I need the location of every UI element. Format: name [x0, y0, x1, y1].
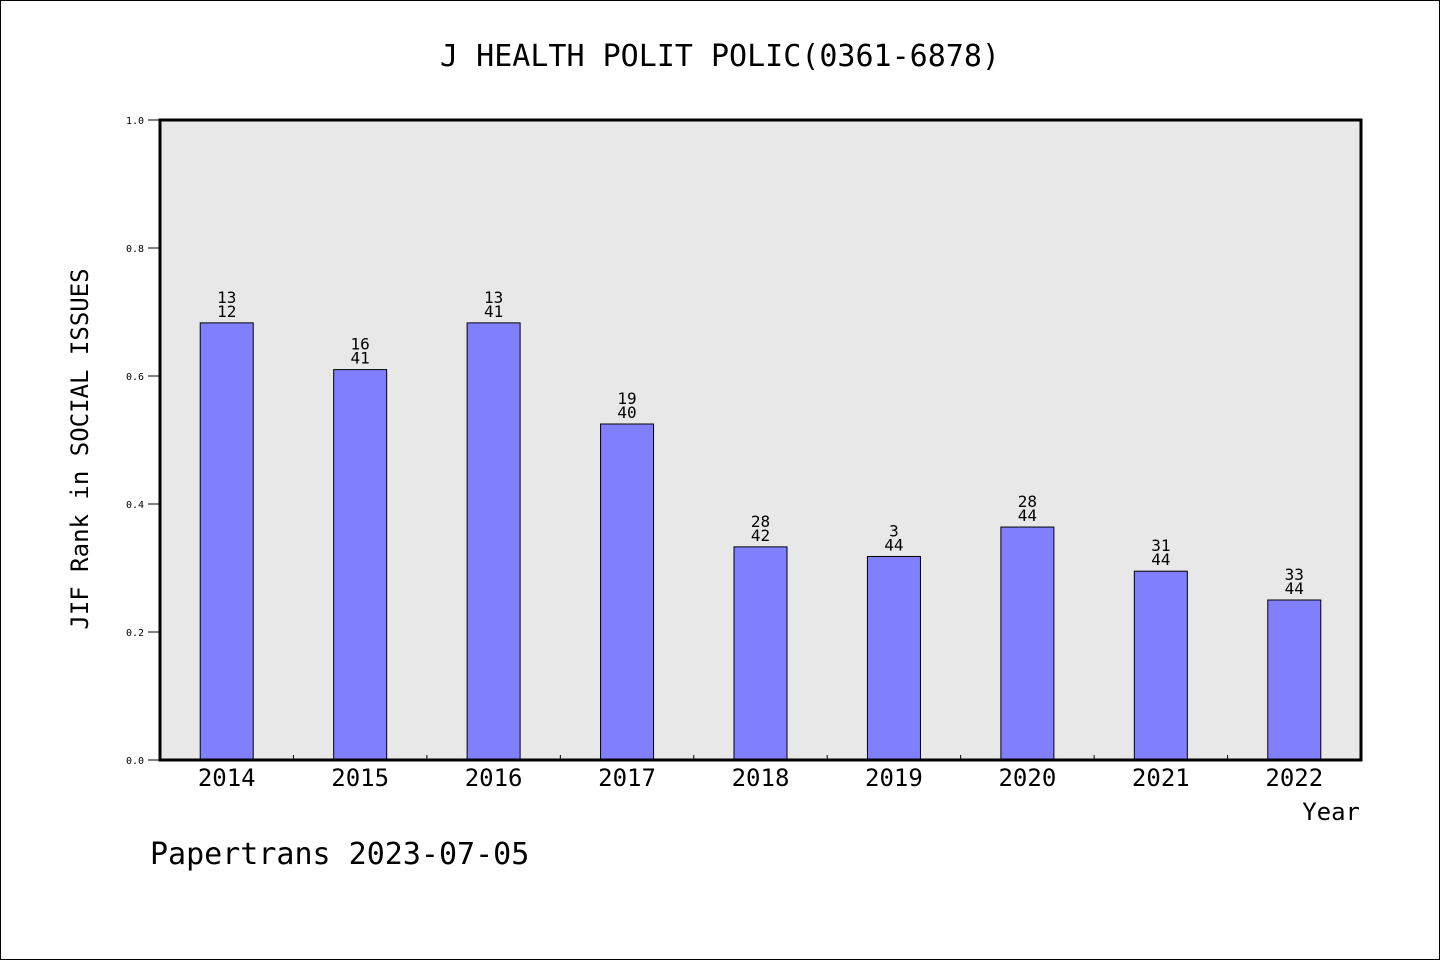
- bar-label-rank: 13: [484, 288, 503, 307]
- bar-label-rank: 16: [351, 335, 370, 354]
- y-tick-label: 0.8: [126, 244, 144, 255]
- bar-2017: [600, 423, 655, 761]
- x-tick-label: 2014: [198, 764, 256, 792]
- y-tick-label: 0.0: [126, 756, 144, 767]
- footer-credit: Papertrans 2023-07-05: [150, 837, 529, 872]
- x-tick-label: 2020: [998, 764, 1056, 792]
- bar-2022: [1267, 599, 1322, 761]
- bar-label-total: 44: [1151, 550, 1170, 569]
- bar-2015: [333, 369, 388, 761]
- bar-2020: [1000, 526, 1055, 761]
- bar-label-total: 40: [617, 403, 636, 422]
- y-axis-label: JIF Rank in SOCIAL ISSUES: [66, 268, 94, 629]
- bar-2019: [866, 555, 921, 761]
- bar-label-rank: 28: [751, 512, 770, 531]
- bar-label-total: 42: [751, 526, 770, 545]
- x-tick-label: 2017: [598, 764, 656, 792]
- plot-border: [158, 118, 1363, 762]
- x-axis-label: Year: [1302, 798, 1360, 826]
- bar-label-rank: 3: [889, 521, 899, 540]
- bar-label-total: 44: [1018, 506, 1037, 525]
- bar-label-total: 44: [884, 535, 903, 554]
- y-tick-label: 0.6: [126, 372, 144, 383]
- bar-2021: [1133, 570, 1188, 761]
- x-tick-label: 2016: [465, 764, 523, 792]
- chart-title: J HEALTH POLIT POLIC(0361-6878): [440, 39, 1000, 74]
- y-axis: 0.0 0.2 0.4 0.6 0.8 1.0: [126, 116, 160, 767]
- bar-group: [199, 322, 1322, 761]
- bar-label-total: 12: [217, 302, 236, 321]
- y-tick-label: 1.0: [126, 116, 144, 127]
- x-tick-label: 2021: [1132, 764, 1190, 792]
- bar-label-rank: 33: [1285, 565, 1304, 584]
- y-tick-label: 0.2: [126, 628, 144, 639]
- x-axis: 2014 2015 2016 2017 2018 2019 2020 2021 2022: [198, 755, 1323, 792]
- x-tick-label: 2018: [732, 764, 790, 792]
- bar-label-rank: 31: [1151, 536, 1170, 555]
- bar-label-total: 41: [484, 302, 503, 321]
- bar-label-rank: 28: [1018, 492, 1037, 511]
- bar-2018: [733, 546, 788, 761]
- y-tick-label: 0.4: [126, 500, 144, 511]
- x-tick-label: 2019: [865, 764, 923, 792]
- bar-label-total: 44: [1285, 579, 1304, 598]
- x-tick-label: 2015: [331, 764, 389, 792]
- bar-label-rank: 13: [217, 288, 236, 307]
- bar-label-rank: 19: [617, 389, 636, 408]
- x-tick-label: 2022: [1265, 764, 1323, 792]
- bar-2016: [466, 322, 521, 761]
- bar-2014: [199, 322, 254, 761]
- bar-label-total: 41: [351, 349, 370, 368]
